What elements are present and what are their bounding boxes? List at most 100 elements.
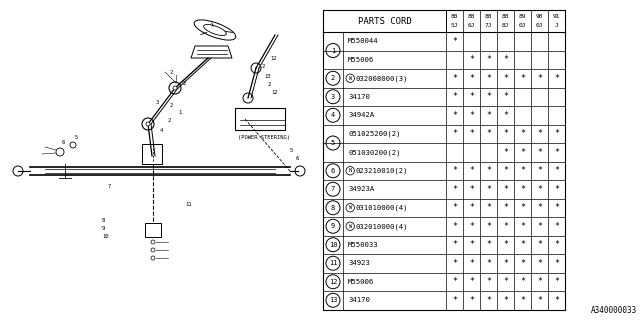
Text: *: * [469, 185, 474, 194]
Text: 88: 88 [502, 14, 509, 19]
Text: 8J: 8J [502, 23, 509, 28]
Text: 88: 88 [468, 14, 476, 19]
Text: 5: 5 [331, 140, 335, 146]
Text: 12: 12 [329, 279, 337, 285]
Text: *: * [452, 129, 457, 138]
Text: J: J [555, 23, 558, 28]
Text: *: * [503, 240, 508, 249]
Text: *: * [537, 296, 542, 305]
Text: *: * [469, 111, 474, 120]
Text: 1: 1 [331, 47, 335, 53]
Text: *: * [554, 222, 559, 231]
Text: 1: 1 [178, 109, 181, 115]
Text: 7J: 7J [484, 23, 492, 28]
Text: *: * [537, 277, 542, 286]
Text: *: * [537, 203, 542, 212]
Text: *: * [452, 37, 457, 46]
Text: 11: 11 [329, 260, 337, 266]
Text: N: N [349, 168, 352, 173]
Text: 8: 8 [102, 218, 105, 222]
Text: 34942A: 34942A [348, 112, 374, 118]
Text: *: * [503, 111, 508, 120]
Text: (POWER STEERING): (POWER STEERING) [238, 135, 290, 140]
Text: 6J: 6J [468, 23, 476, 28]
Text: *: * [503, 185, 508, 194]
Text: *: * [503, 55, 508, 64]
Text: *: * [537, 148, 542, 157]
Text: *: * [486, 203, 491, 212]
Text: *: * [503, 129, 508, 138]
Text: 023210010(2): 023210010(2) [355, 167, 408, 174]
Text: *: * [520, 203, 525, 212]
Text: 2: 2 [183, 81, 186, 85]
Text: *: * [452, 203, 457, 212]
Text: 051025200(2): 051025200(2) [348, 131, 401, 137]
Text: 91: 91 [553, 14, 560, 19]
Text: 34170: 34170 [348, 297, 370, 303]
Text: *: * [486, 129, 491, 138]
Text: *: * [537, 222, 542, 231]
Text: W: W [349, 76, 352, 81]
Text: M55006: M55006 [348, 57, 374, 63]
Text: 2: 2 [262, 63, 265, 68]
Text: 88: 88 [451, 14, 458, 19]
Text: 5J: 5J [451, 23, 458, 28]
Text: *: * [486, 74, 491, 83]
Text: *: * [469, 203, 474, 212]
Text: *: * [452, 240, 457, 249]
Text: 88: 88 [484, 14, 492, 19]
Text: 34170: 34170 [348, 94, 370, 100]
Text: 11: 11 [185, 203, 191, 207]
Text: *: * [503, 203, 508, 212]
Text: *: * [452, 296, 457, 305]
Text: *: * [537, 259, 542, 268]
Text: 031010000(4): 031010000(4) [355, 204, 408, 211]
Text: *: * [537, 166, 542, 175]
Text: *: * [452, 166, 457, 175]
Text: *: * [503, 222, 508, 231]
Text: *: * [486, 240, 491, 249]
Text: 3: 3 [156, 100, 159, 105]
Text: 2: 2 [170, 69, 173, 75]
Text: 6: 6 [296, 156, 300, 161]
Text: *: * [452, 277, 457, 286]
Text: *: * [503, 259, 508, 268]
Text: 7: 7 [108, 183, 111, 188]
Text: *: * [469, 296, 474, 305]
Bar [145, 223, 161, 237]
Text: *: * [520, 240, 525, 249]
Text: PARTS CORD: PARTS CORD [358, 17, 412, 26]
Text: 0J: 0J [536, 23, 543, 28]
Text: *: * [520, 129, 525, 138]
Text: *: * [520, 185, 525, 194]
Text: *: * [554, 74, 559, 83]
Text: 10: 10 [102, 234, 109, 238]
Text: *: * [554, 166, 559, 175]
Text: *: * [486, 185, 491, 194]
Text: *: * [520, 277, 525, 286]
Text: *: * [469, 240, 474, 249]
Text: M55006: M55006 [348, 279, 374, 285]
Text: 34923A: 34923A [348, 186, 374, 192]
Text: 5: 5 [75, 134, 78, 140]
Text: 12: 12 [271, 90, 278, 94]
Text: *: * [469, 129, 474, 138]
Text: 9: 9 [331, 223, 335, 229]
Text: *: * [469, 92, 474, 101]
Text: *: * [520, 166, 525, 175]
Text: *: * [452, 185, 457, 194]
Text: 7: 7 [331, 186, 335, 192]
Text: *: * [537, 240, 542, 249]
Text: 2: 2 [331, 75, 335, 81]
Text: *: * [503, 296, 508, 305]
Text: 13: 13 [264, 74, 271, 78]
Text: *: * [469, 166, 474, 175]
Text: *: * [486, 92, 491, 101]
Text: *: * [486, 222, 491, 231]
Text: 2: 2 [170, 102, 173, 108]
Text: *: * [486, 55, 491, 64]
Text: *: * [554, 129, 559, 138]
Text: 3: 3 [331, 94, 335, 100]
Text: 8: 8 [331, 205, 335, 211]
Text: 5: 5 [290, 148, 293, 153]
